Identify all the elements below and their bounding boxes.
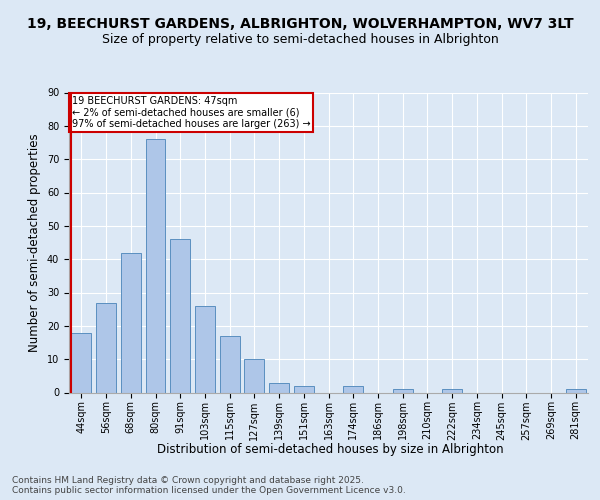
Bar [121, 252, 140, 392]
Bar [96, 302, 116, 392]
Bar [566, 389, 586, 392]
Bar [220, 336, 239, 392]
Bar [195, 306, 215, 392]
Y-axis label: Number of semi-detached properties: Number of semi-detached properties [28, 133, 41, 352]
Text: Distribution of semi-detached houses by size in Albrighton: Distribution of semi-detached houses by … [157, 442, 503, 456]
Bar [269, 382, 289, 392]
Bar [170, 239, 190, 392]
Bar [442, 389, 462, 392]
Bar [146, 139, 166, 392]
Text: Contains HM Land Registry data © Crown copyright and database right 2025.
Contai: Contains HM Land Registry data © Crown c… [12, 476, 406, 495]
Bar [71, 332, 91, 392]
Bar [343, 386, 363, 392]
Text: 19, BEECHURST GARDENS, ALBRIGHTON, WOLVERHAMPTON, WV7 3LT: 19, BEECHURST GARDENS, ALBRIGHTON, WOLVE… [26, 18, 574, 32]
Bar [393, 389, 413, 392]
Text: Size of property relative to semi-detached houses in Albrighton: Size of property relative to semi-detach… [101, 32, 499, 46]
Text: 19 BEECHURST GARDENS: 47sqm
← 2% of semi-detached houses are smaller (6)
97% of : 19 BEECHURST GARDENS: 47sqm ← 2% of semi… [71, 96, 310, 128]
Bar [244, 359, 264, 392]
Bar [294, 386, 314, 392]
